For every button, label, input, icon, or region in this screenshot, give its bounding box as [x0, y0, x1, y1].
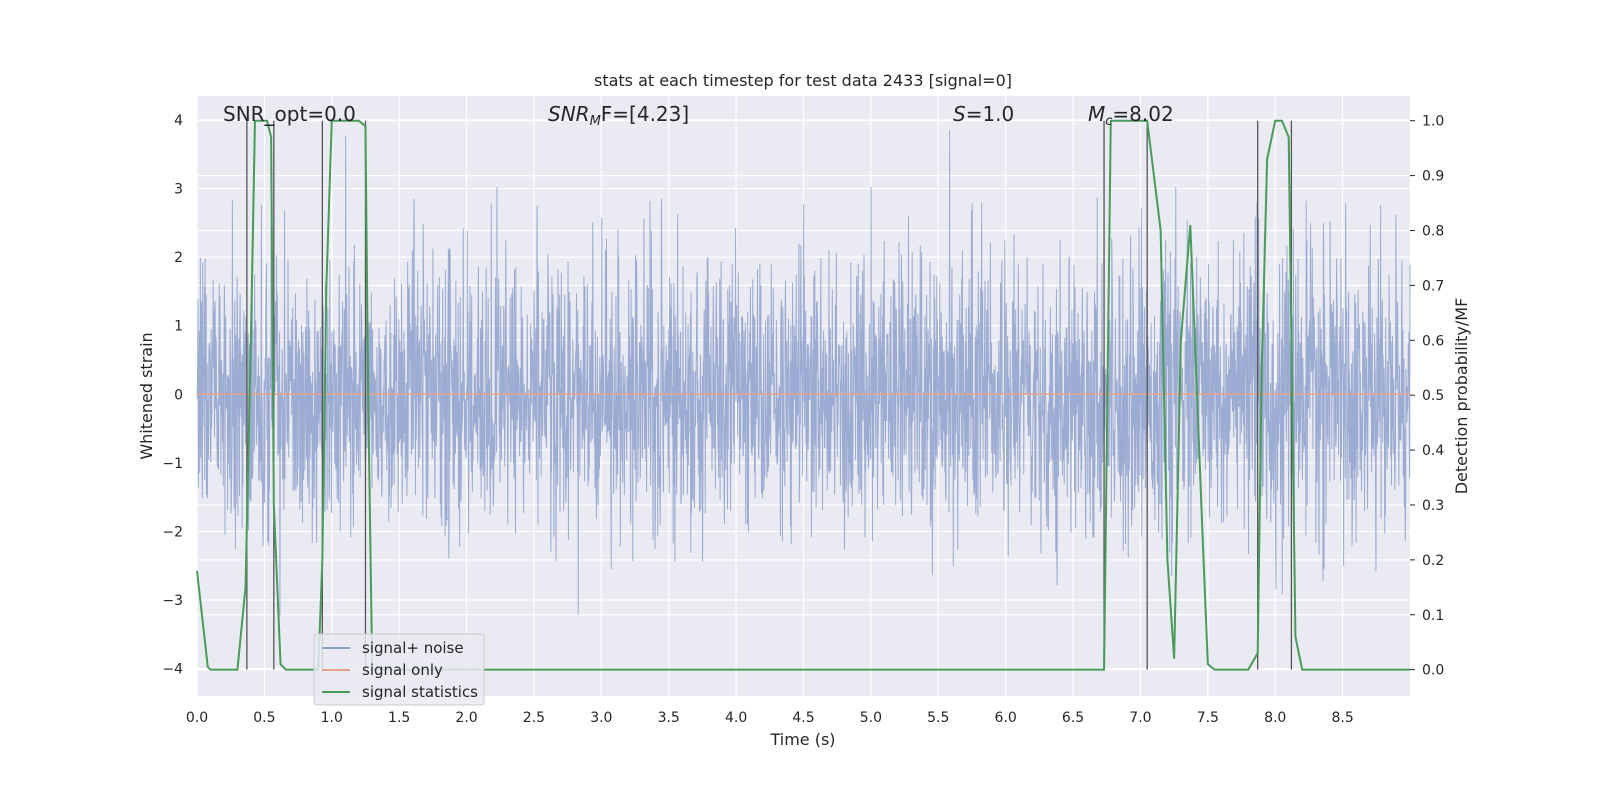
x-tick-label: 5.5	[927, 710, 949, 726]
x-tick-label: 2.0	[455, 710, 477, 726]
x-tick-label: 3.5	[658, 710, 680, 726]
x-tick-label: 0.0	[186, 710, 208, 726]
series-signal-statistics	[196, 119, 1410, 671]
y-right-tick-label: 0.8	[1422, 223, 1444, 239]
signal-statistics-line	[196, 119, 1410, 671]
x-tick-labels: 0.0 0.5 1.0 1.5 2.0 2.5 3.0 3.5 4.0 4.5 5.0 5.5 6.0 6…	[186, 710, 1354, 726]
s-suffix: =1.0	[966, 102, 1015, 126]
x-tick-label: 8.5	[1331, 710, 1353, 726]
y-right-tick-label: 1.0	[1422, 114, 1444, 130]
y-right-tick-label: 0.6	[1422, 333, 1444, 349]
y-tick-label: 0	[174, 387, 183, 403]
y-tick-label: −4	[162, 662, 183, 678]
snr-mf-sub: M	[590, 114, 601, 129]
x-tick-label: 6.5	[1062, 710, 1084, 726]
x-tick-label: 4.0	[725, 710, 747, 726]
y-right-tick-label: 0.3	[1422, 498, 1444, 514]
annotation-mc: Mc=8.02	[1088, 102, 1174, 129]
x-tick-label: 5.0	[860, 710, 882, 726]
mc-prefix: M	[1088, 102, 1105, 126]
y-tick-label: −2	[162, 524, 183, 540]
x-tick-label: 6.0	[995, 710, 1017, 726]
y-right-tick-label: 0.9	[1422, 169, 1444, 185]
y-tick-label: −1	[162, 456, 183, 472]
annotation-s: S=1.0	[953, 102, 1014, 126]
series-signal-plus-noise	[196, 130, 1411, 616]
x-tick-label: 7.0	[1129, 710, 1151, 726]
y-right-tick-label: 0.5	[1422, 388, 1444, 404]
y-right-tick-label: 0.7	[1422, 278, 1444, 294]
x-axis-label: Time (s)	[769, 730, 835, 749]
y-right-tick-label: 0.1	[1422, 608, 1444, 624]
y-tick-labels: 4 3 2 1 0 −1 −2 −3 −4	[162, 113, 183, 678]
signal-plus-noise-line	[196, 130, 1411, 616]
x-tick-label: 2.5	[523, 710, 545, 726]
legend: signal+ noise signal only signal statist…	[313, 633, 485, 706]
legend-label-signal-statistics: signal statistics	[362, 683, 478, 701]
mc-sub: c	[1105, 114, 1112, 129]
y-right-tick-labels: 1.0 0.9 0.8 0.7 0.6 0.5 0.4 0.3 0.2 0.1 0.0	[1410, 114, 1444, 679]
legend-box	[313, 633, 485, 706]
x-tick-label: 4.5	[792, 710, 814, 726]
annotation-snr-mf: SNRMF=[4.23]	[548, 102, 689, 129]
legend-label-signal-only: signal only	[362, 661, 443, 679]
y-tick-label: 1	[174, 319, 183, 335]
x-tick-label: 7.5	[1197, 710, 1219, 726]
snr-mf-prefix: SNR	[548, 102, 590, 126]
x-tick-label: 1.0	[321, 710, 343, 726]
y-right-axis-label: Detection probability/MF	[1452, 298, 1471, 495]
y-right-tick-label: 0.4	[1422, 443, 1444, 459]
s-prefix: S	[953, 102, 966, 126]
snr-mf-suffix: F=[4.23]	[601, 102, 689, 126]
y-axis-label: Whitened strain	[137, 332, 156, 459]
chart-title: stats at each timestep for test data 243…	[594, 71, 1012, 90]
y-right-tick-label: 0.0	[1422, 663, 1444, 679]
y-tick-label: 4	[174, 113, 183, 129]
x-tick-label: 1.5	[388, 710, 410, 726]
y-tick-label: 3	[174, 182, 183, 198]
y-tick-label: 2	[174, 250, 183, 266]
annotation-snr-opt: SNR_opt=0.0	[223, 102, 356, 126]
x-tick-label: 3.0	[590, 710, 612, 726]
y-tick-label: −3	[162, 593, 183, 609]
x-tick-label: 8.0	[1264, 710, 1286, 726]
mc-suffix: =8.02	[1112, 102, 1173, 126]
legend-label-signal-plus-noise: signal+ noise	[362, 639, 464, 657]
x-tick-label: 0.5	[253, 710, 275, 726]
y-right-tick-label: 0.2	[1422, 553, 1444, 569]
